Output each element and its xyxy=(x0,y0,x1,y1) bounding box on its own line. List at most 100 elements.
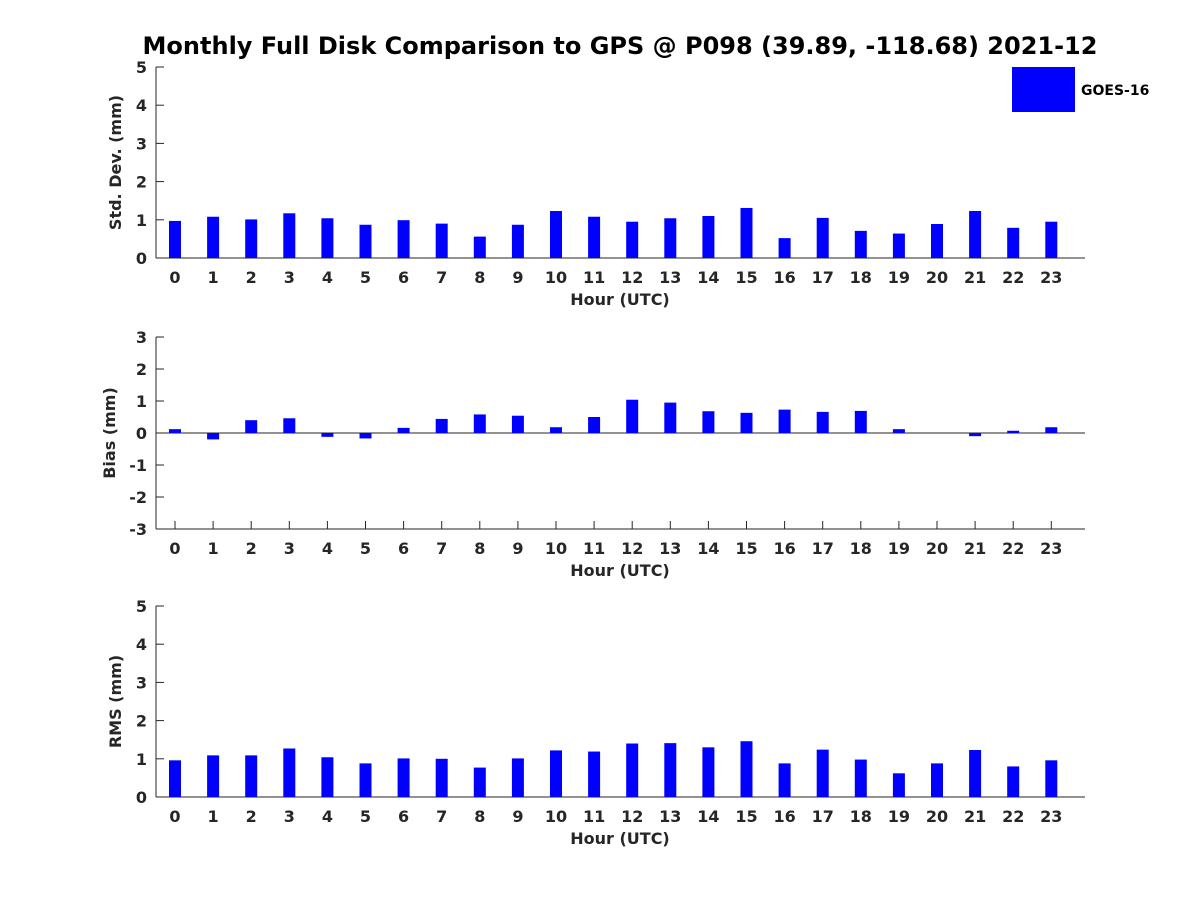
x-tick-label: 7 xyxy=(436,807,447,826)
legend-label-goes16: GOES-16 xyxy=(1081,83,1149,99)
bar xyxy=(207,755,220,797)
x-tick-label: 21 xyxy=(964,807,986,826)
x-tick-label: 17 xyxy=(812,268,834,287)
x-tick-label: 19 xyxy=(888,539,910,558)
x-tick-label: 0 xyxy=(169,268,180,287)
bar xyxy=(854,759,867,797)
bar xyxy=(740,741,753,797)
x-tick-label: 4 xyxy=(322,807,333,826)
y-tick-label: 1 xyxy=(136,211,147,230)
x-tick-label: 10 xyxy=(545,268,567,287)
bar xyxy=(511,415,524,433)
x-tick-label: 19 xyxy=(888,807,910,826)
x-tick-label: 21 xyxy=(964,539,986,558)
y-tick-label: 1 xyxy=(136,750,147,769)
x-tick-label: 13 xyxy=(659,268,681,287)
x-tick-label: 2 xyxy=(246,539,257,558)
bar xyxy=(1007,430,1020,433)
bar xyxy=(1045,760,1058,797)
x-tick-label: 8 xyxy=(474,807,485,826)
x-tick-label: 11 xyxy=(583,539,605,558)
x-tick-label: 6 xyxy=(398,539,409,558)
x-tick-label: 16 xyxy=(773,807,795,826)
bar xyxy=(511,224,524,258)
y-tick-label: 2 xyxy=(136,173,147,192)
y-tick-label: 4 xyxy=(136,96,147,115)
x-tick-label: 22 xyxy=(1002,807,1024,826)
bar xyxy=(1045,427,1058,433)
bar xyxy=(283,213,296,258)
bar xyxy=(321,433,334,437)
bar xyxy=(969,211,982,258)
bar xyxy=(702,747,715,797)
bar xyxy=(626,399,639,433)
bar xyxy=(435,758,448,797)
bar xyxy=(283,418,296,433)
y-tick-label: 2 xyxy=(136,360,147,379)
x-tick-label: 23 xyxy=(1040,268,1062,287)
bar xyxy=(1007,227,1020,258)
bar xyxy=(626,743,639,797)
x-tick-label: 3 xyxy=(284,807,295,826)
x-tick-label: 12 xyxy=(621,539,643,558)
x-tick-label: 7 xyxy=(436,539,447,558)
y-tick-label: -1 xyxy=(129,456,147,475)
x-tick-label: 16 xyxy=(773,268,795,287)
y-axis-label: RMS (mm) xyxy=(106,655,125,748)
x-tick-label: 20 xyxy=(926,807,948,826)
chart-title: Monthly Full Disk Comparison to GPS @ P0… xyxy=(143,32,1098,60)
legend: GOES-16 xyxy=(1012,67,1149,112)
y-tick-label: -2 xyxy=(129,488,147,507)
bar xyxy=(854,410,867,433)
x-tick-label: 8 xyxy=(474,268,485,287)
x-tick-label: 14 xyxy=(697,539,719,558)
x-tick-label: 0 xyxy=(169,807,180,826)
x-tick-label: 21 xyxy=(964,268,986,287)
bar xyxy=(702,411,715,433)
x-tick-label: 2 xyxy=(246,807,257,826)
bar xyxy=(778,409,791,433)
bar xyxy=(359,433,372,439)
x-tick-label: 1 xyxy=(208,539,219,558)
y-tick-label: 0 xyxy=(136,424,147,443)
bar xyxy=(778,763,791,797)
x-tick-label: 8 xyxy=(474,539,485,558)
bar xyxy=(931,224,943,258)
y-tick-label: 0 xyxy=(136,249,147,268)
bar xyxy=(473,236,486,258)
x-tick-label: 6 xyxy=(398,807,409,826)
x-tick-label: 20 xyxy=(926,268,948,287)
bar xyxy=(473,767,486,797)
bar xyxy=(588,751,601,797)
bar xyxy=(207,216,220,258)
x-tick-label: 18 xyxy=(850,268,872,287)
x-tick-label: 14 xyxy=(697,807,719,826)
y-axis-label: Bias (mm) xyxy=(100,387,119,479)
x-tick-label: 22 xyxy=(1002,539,1024,558)
bar xyxy=(397,220,410,258)
bar xyxy=(321,218,334,258)
x-tick-label: 13 xyxy=(659,539,681,558)
x-axis-label: Hour (UTC) xyxy=(570,829,670,848)
bar xyxy=(1007,766,1020,797)
bar xyxy=(740,412,753,433)
bar xyxy=(473,414,486,433)
x-tick-label: 4 xyxy=(322,268,333,287)
x-tick-label: 11 xyxy=(583,268,605,287)
bar xyxy=(169,429,181,433)
bar xyxy=(550,750,562,797)
x-tick-label: 14 xyxy=(697,268,719,287)
bar xyxy=(397,758,410,797)
bar xyxy=(816,411,829,433)
bar xyxy=(664,402,677,433)
bar xyxy=(931,763,943,797)
bar xyxy=(892,233,905,258)
bar xyxy=(435,418,448,433)
x-tick-label: 23 xyxy=(1040,539,1062,558)
bar xyxy=(588,417,601,433)
bar xyxy=(892,773,905,797)
